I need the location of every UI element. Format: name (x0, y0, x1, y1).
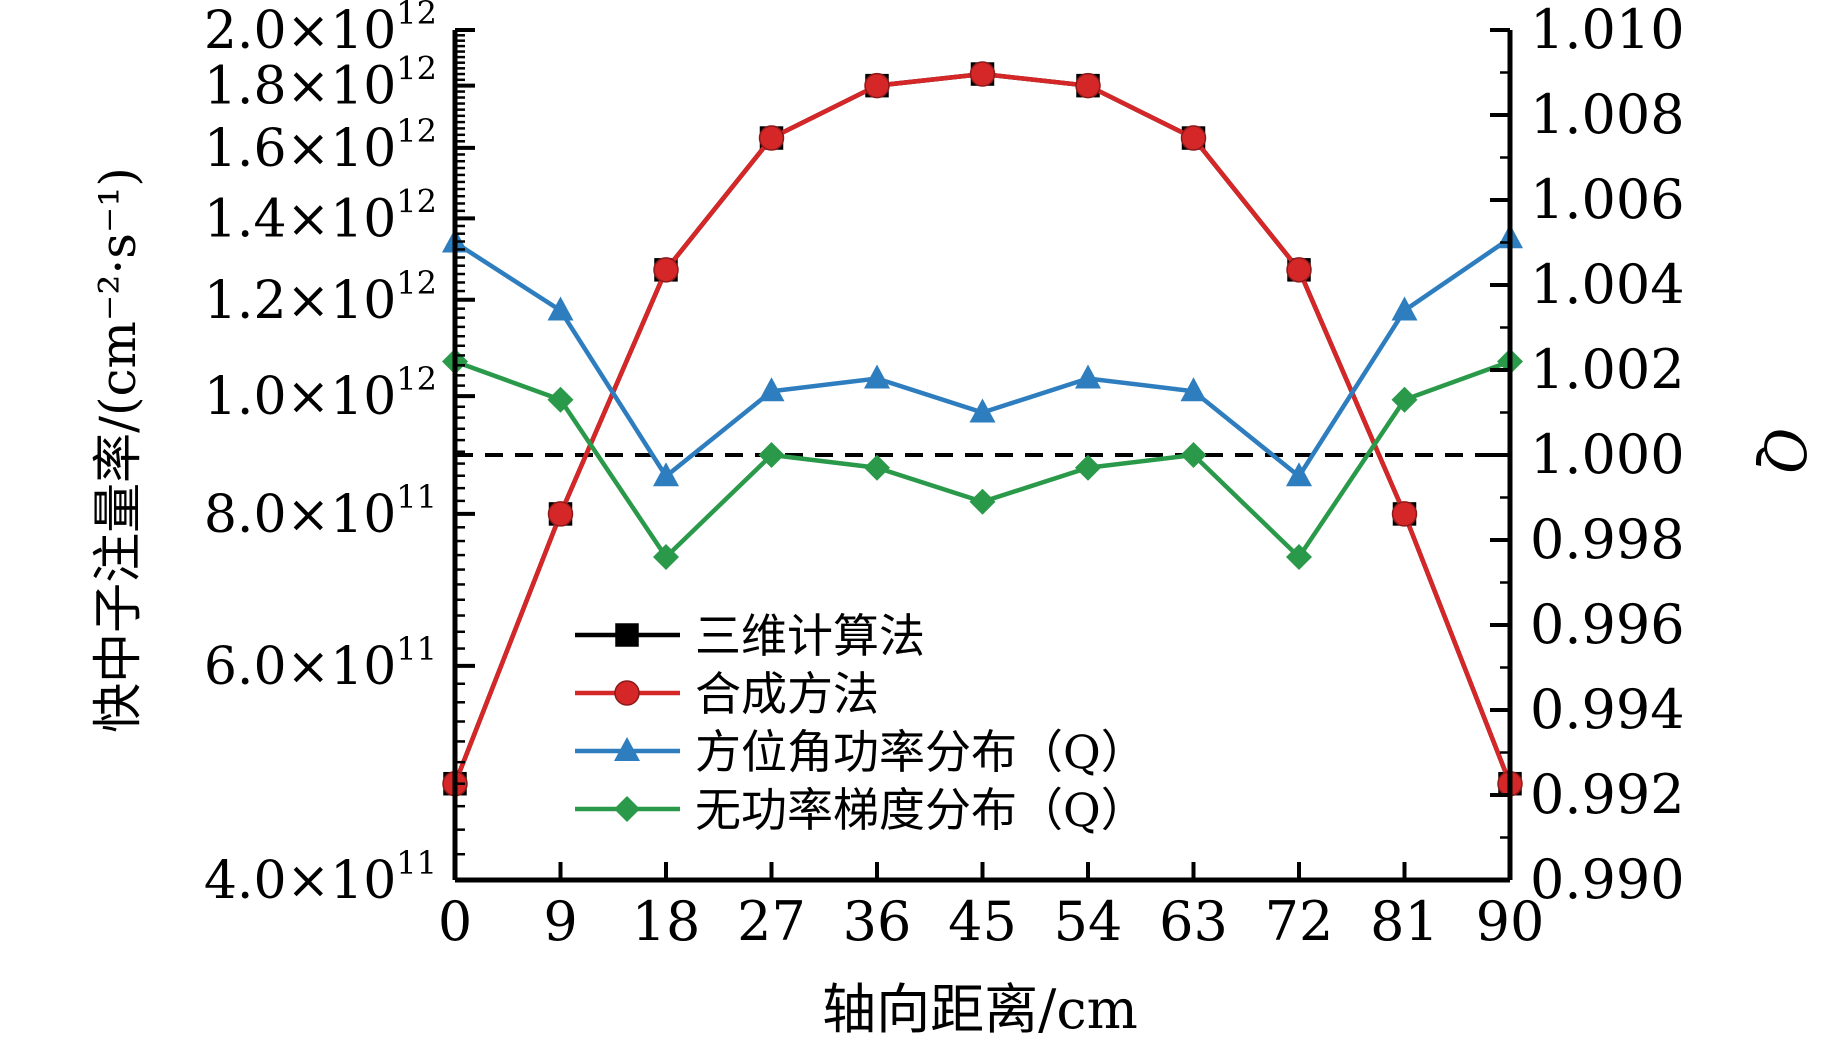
right-tick-label: 1.006 (1530, 168, 1685, 231)
legend-label: 三维计算法 (695, 609, 925, 663)
series-4 (442, 348, 1523, 570)
right-tick-label: 0.992 (1530, 763, 1685, 826)
series-1 (443, 62, 1522, 796)
legend-item: 方位角功率分布（Q） (575, 725, 1147, 779)
data-point (1180, 442, 1207, 468)
data-point (653, 544, 679, 570)
left-tick-label: 1.8×1012 (204, 50, 437, 117)
right-tick-label: 1.000 (1530, 423, 1685, 486)
data-point (758, 125, 785, 151)
data-point (1286, 257, 1312, 283)
legend-swatch-marker (614, 680, 640, 706)
data-point (969, 488, 996, 515)
legend-swatch-marker (615, 623, 639, 647)
data-point (1286, 462, 1312, 487)
series-line (452, 71, 1513, 785)
x-tick-label: 54 (1054, 890, 1123, 953)
data-point (547, 386, 574, 413)
right-axis-title: Q (1751, 427, 1816, 473)
right-tick-label: 1.004 (1530, 253, 1685, 316)
legend-item: 无功率梯度分布（Q） (575, 783, 1147, 837)
data-point (1391, 296, 1418, 321)
series-line (453, 236, 1512, 480)
left-tick-label: 1.6×1012 (204, 112, 437, 179)
legend-label: 方位角功率分布（Q） (695, 725, 1147, 779)
data-point (1075, 72, 1101, 99)
right-tick-label: 0.998 (1530, 508, 1685, 571)
left-tick-label: 6.0×1011 (204, 630, 437, 697)
axes-layer: 0 9 18 27 36 45 54 63 72 81 90 4.0×1011 6.0×1011 8.0×… (204, 0, 1685, 953)
data-point (1391, 501, 1418, 527)
x-axis-title: 轴向距离/cm (822, 978, 1138, 1041)
x-tick-label: 81 (1370, 890, 1439, 953)
data-point (1286, 544, 1312, 570)
data-point (1391, 386, 1418, 413)
x-tick-label: 27 (737, 890, 806, 953)
legend-label: 无功率梯度分布（Q） (695, 783, 1147, 837)
series-layer (442, 61, 1523, 797)
data-point (969, 398, 996, 423)
data-point (864, 364, 890, 389)
data-point (969, 61, 996, 87)
left-tick-label: 1.4×1012 (204, 182, 437, 249)
data-point (1180, 125, 1207, 151)
series-line (452, 71, 1513, 785)
legend-swatch-marker (614, 737, 640, 761)
data-point (1075, 364, 1101, 389)
left-tick-label: 4.0×1011 (204, 844, 437, 911)
x-tick-label: 63 (1159, 890, 1228, 953)
data-point (653, 462, 679, 487)
right-tick-label: 0.996 (1530, 593, 1685, 656)
right-tick-label: 1.002 (1530, 338, 1685, 401)
x-tick-label: 90 (1476, 890, 1545, 953)
left-axis-title: 快中子注量率/(cm⁻²·s⁻¹) (89, 167, 147, 733)
right-tick-label: 1.008 (1530, 83, 1685, 146)
right-tick-label: 0.990 (1530, 848, 1685, 911)
left-tick-label: 1.0×1012 (204, 360, 437, 427)
series-3 (442, 224, 1523, 487)
series-2 (442, 61, 1523, 797)
data-point (1075, 454, 1101, 481)
data-point (758, 442, 785, 468)
data-point (864, 454, 890, 481)
data-point (864, 72, 890, 99)
legend-swatch-marker (614, 796, 640, 822)
x-tick-label: 9 (543, 890, 577, 953)
left-tick-label: 2.0×1012 (204, 0, 437, 61)
legend-label: 合成方法 (695, 667, 879, 721)
legend-item: 三维计算法 (575, 609, 925, 663)
x-tick-label: 72 (1265, 890, 1334, 953)
x-tick-label: 0 (438, 890, 472, 953)
left-tick-label: 1.2×1012 (204, 264, 437, 331)
data-point (547, 501, 574, 527)
x-tick-label: 45 (948, 890, 1017, 953)
left-tick-label: 8.0×1011 (204, 478, 437, 545)
data-point (653, 257, 679, 283)
right-tick-label: 1.010 (1530, 0, 1685, 61)
data-point (758, 377, 785, 402)
data-point (1180, 377, 1207, 402)
right-tick-label: 0.994 (1530, 678, 1685, 741)
x-tick-label: 36 (843, 890, 912, 953)
legend-item: 合成方法 (575, 667, 879, 721)
x-tick-label: 18 (632, 890, 701, 953)
data-point (547, 296, 574, 321)
